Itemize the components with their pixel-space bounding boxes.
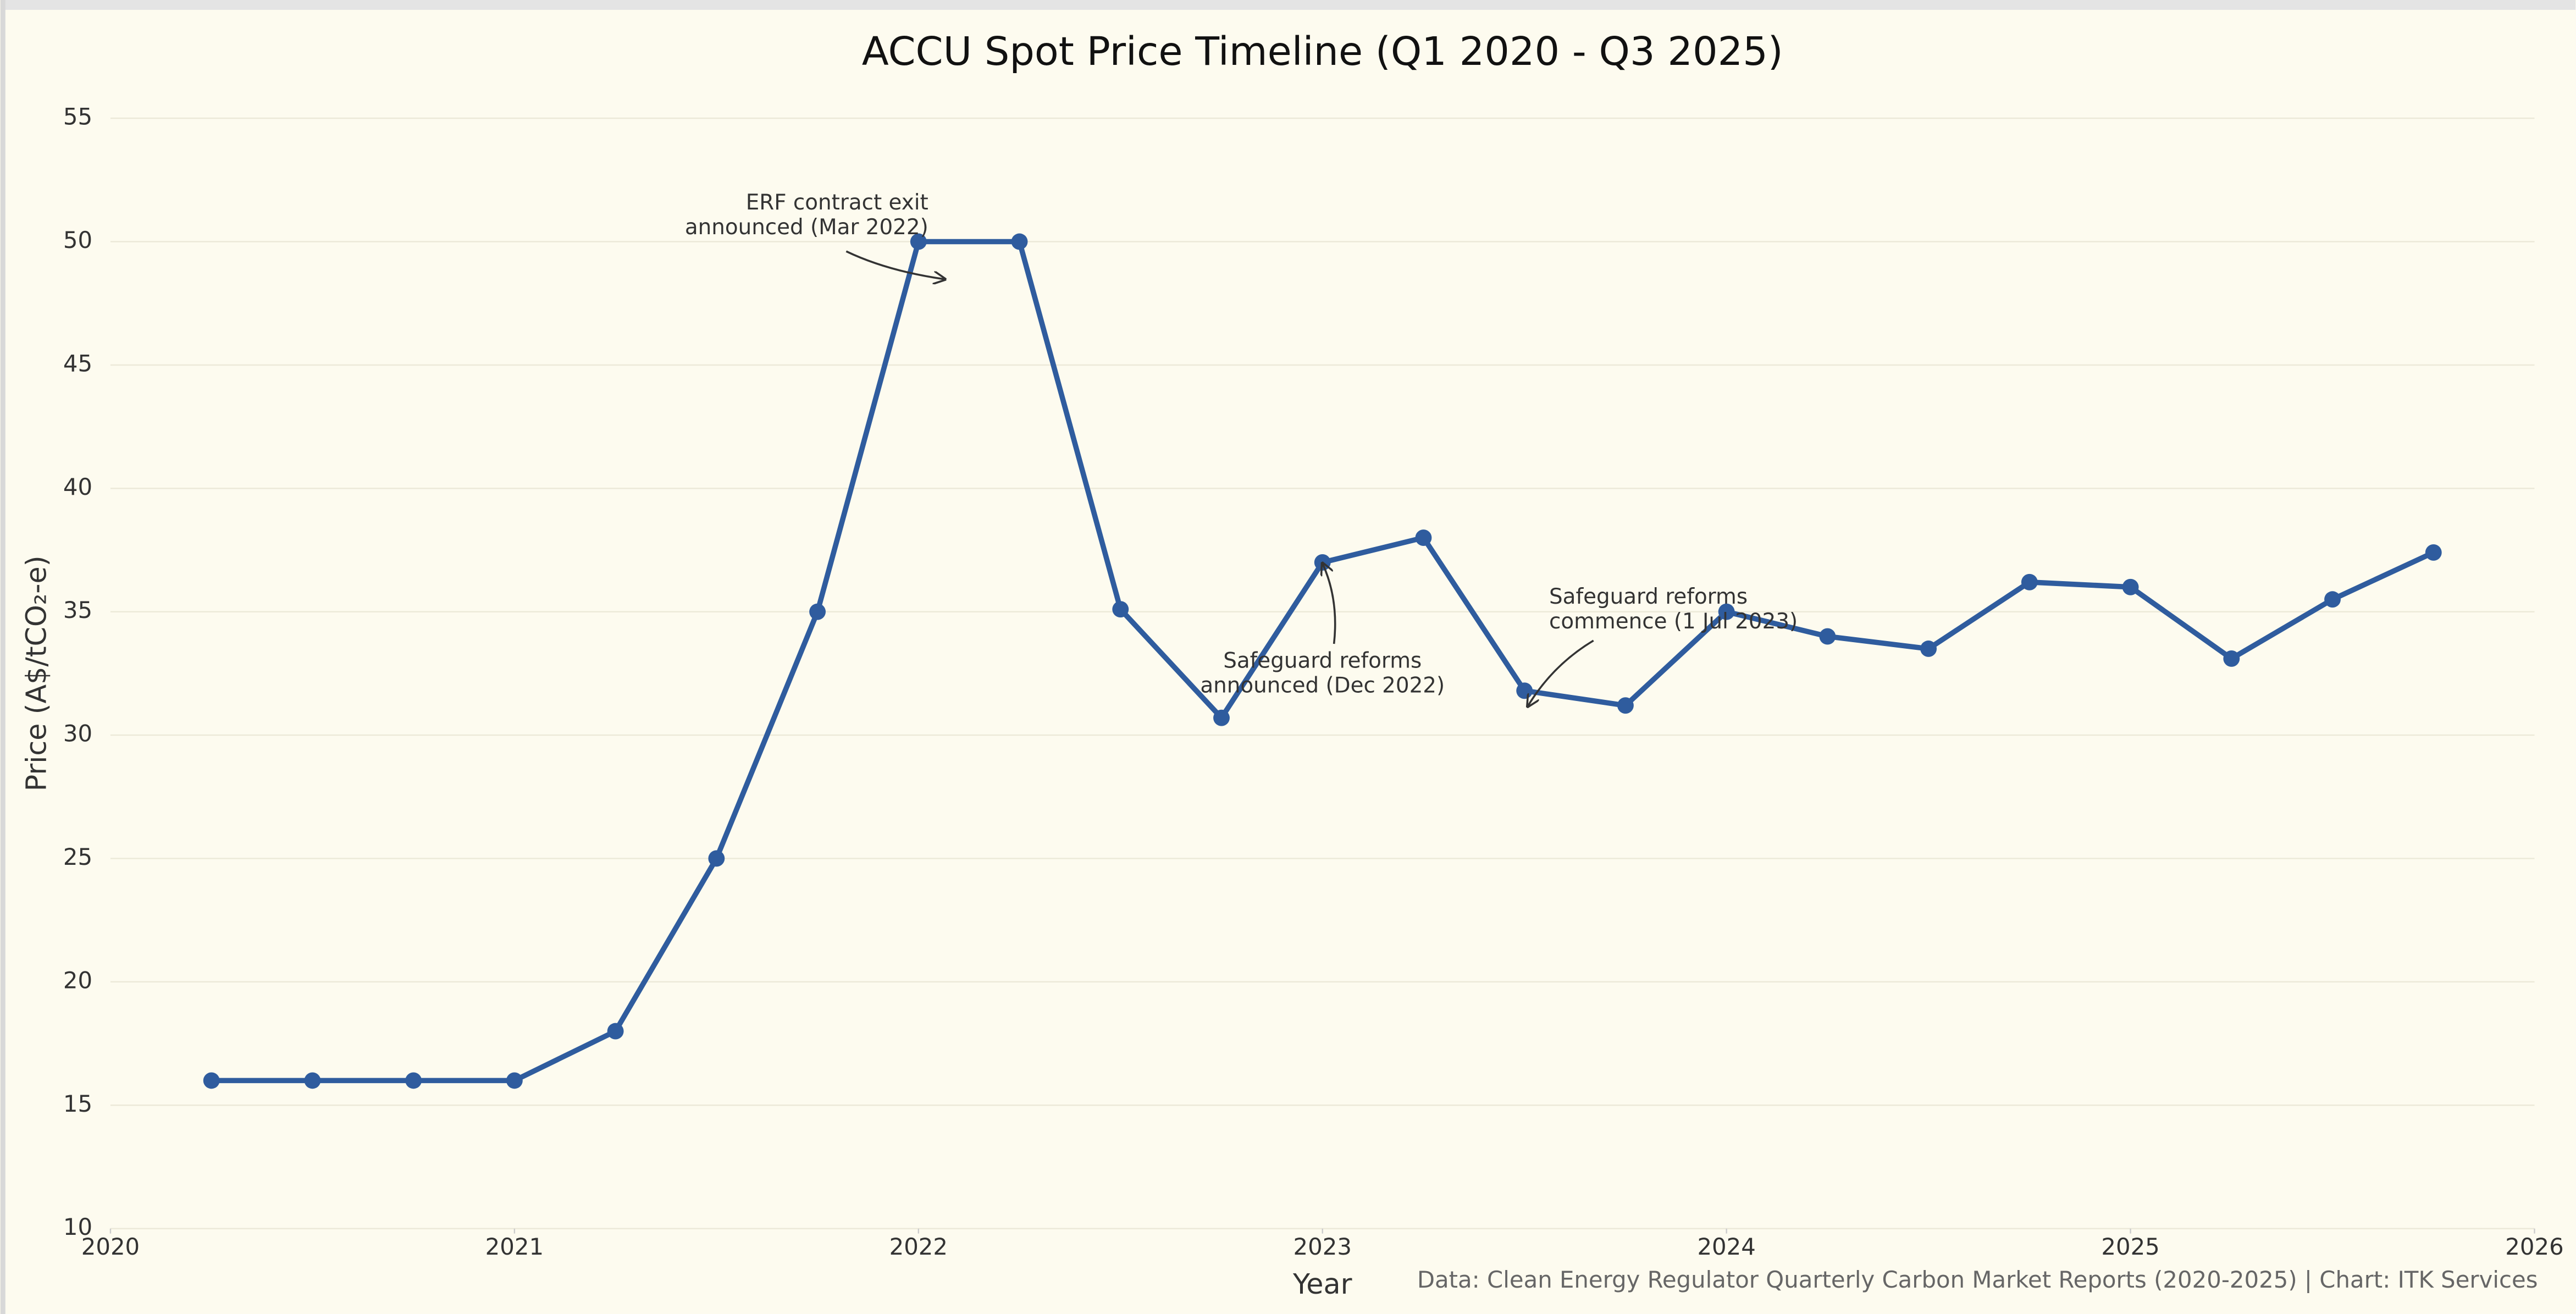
annotation-text: ERF contract exit xyxy=(746,190,928,215)
price-point xyxy=(1314,554,1331,571)
x-tick-label: 2026 xyxy=(2505,1233,2563,1260)
x-tick-label: 2021 xyxy=(485,1233,544,1260)
price-point xyxy=(2021,573,2038,590)
price-point xyxy=(506,1072,523,1089)
x-tick-label: 2024 xyxy=(1697,1233,1755,1260)
x-axis-title: Year xyxy=(1292,1268,1352,1300)
price-point xyxy=(910,233,927,250)
left-border xyxy=(0,0,5,1314)
price-point xyxy=(607,1023,624,1040)
annotation-arrow xyxy=(1528,639,1594,706)
source-note: Data: Clean Energy Regulator Quarterly C… xyxy=(1417,1266,2538,1293)
x-tick-label: 2022 xyxy=(889,1233,948,1260)
price-point xyxy=(809,603,826,620)
annotation-arrow xyxy=(1323,564,1336,644)
annotation-text: Safeguard reforms xyxy=(1549,584,1748,609)
annotation-text: Safeguard reforms xyxy=(1223,648,1422,673)
y-tick-label: 20 xyxy=(63,967,92,993)
y-tick-label: 40 xyxy=(63,473,92,500)
x-tick-label: 2023 xyxy=(1293,1233,1352,1260)
y-tick-label: 15 xyxy=(63,1090,92,1117)
y-axis-title: Price (A$/tCO₂-e) xyxy=(20,555,53,791)
x-tick-label: 2020 xyxy=(81,1233,140,1260)
y-tick-label: 25 xyxy=(63,843,92,870)
price-point xyxy=(1011,233,1028,250)
price-point xyxy=(2324,591,2341,608)
price-point xyxy=(304,1072,321,1089)
price-point xyxy=(2425,544,2442,561)
y-tick-label: 35 xyxy=(63,597,92,623)
y-tick-label: 55 xyxy=(63,103,92,130)
x-tick-label: 2025 xyxy=(2101,1233,2159,1260)
price-point xyxy=(1617,697,1634,714)
annotation-text: announced (Mar 2022) xyxy=(685,215,928,240)
top-bar xyxy=(0,0,2576,10)
price-point xyxy=(1718,603,1735,620)
price-point xyxy=(2122,578,2139,595)
price-point xyxy=(203,1072,220,1089)
price-point xyxy=(2223,650,2240,667)
price-point xyxy=(405,1072,422,1089)
price-point xyxy=(1516,682,1533,699)
y-tick-label: 10 xyxy=(63,1213,92,1240)
chart-title: ACCU Spot Price Timeline (Q1 2020 - Q3 2… xyxy=(862,28,1783,74)
price-point xyxy=(1819,628,1836,645)
annotation-arrow xyxy=(845,250,944,279)
y-tick-label: 50 xyxy=(63,227,92,253)
price-point xyxy=(1920,641,1937,657)
annotation-text: commence (1 Jul 2023) xyxy=(1549,609,1798,634)
y-tick-label: 45 xyxy=(63,350,92,377)
price-point xyxy=(708,850,725,867)
price-point xyxy=(1213,709,1230,726)
y-tick-label: 30 xyxy=(63,720,92,747)
annotation-text: announced (Dec 2022) xyxy=(1200,673,1445,698)
price-point xyxy=(1112,601,1129,618)
price-point xyxy=(1415,529,1432,546)
